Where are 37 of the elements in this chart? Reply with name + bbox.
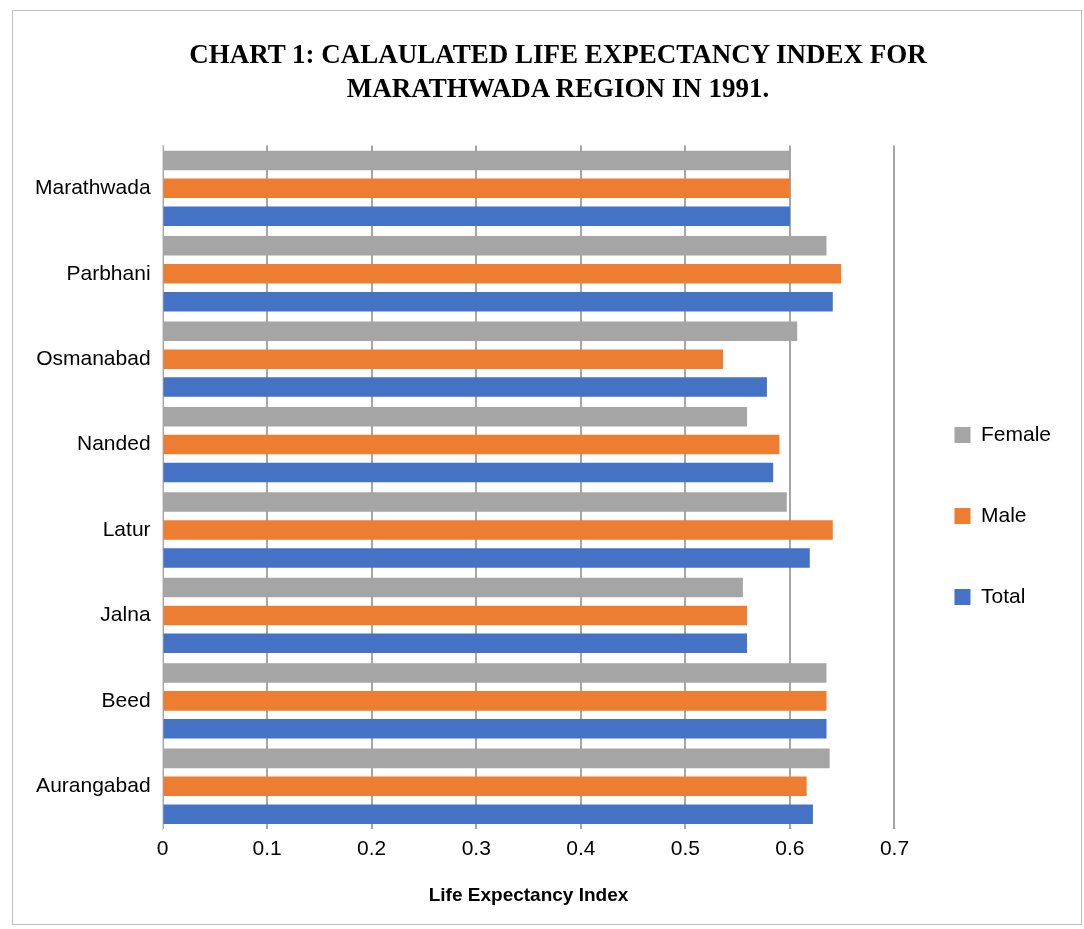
legend-label: Male	[980, 502, 1027, 526]
x-tick-label: 0.5	[670, 836, 700, 860]
x-tick-label: 0.7	[879, 836, 910, 860]
bar	[163, 377, 767, 397]
bar	[163, 178, 790, 199]
y-tick-label: Latur	[102, 516, 151, 540]
bar	[163, 206, 790, 226]
bar	[163, 349, 723, 369]
y-tick-label: Marathwada	[35, 175, 151, 199]
bar	[163, 719, 827, 739]
y-tick-label: Beed	[101, 687, 151, 711]
y-tick-label: Osmanabad	[36, 345, 151, 369]
x-tick-label: 0.4	[566, 836, 596, 860]
x-axis-title: Life Expectancy Index	[428, 883, 629, 905]
x-tick-label: 0.2	[357, 836, 387, 860]
bar	[163, 291, 833, 312]
y-tick-label: Parbhani	[66, 260, 151, 284]
x-tick-label: 0.1	[252, 836, 282, 860]
bar	[163, 691, 827, 711]
bar	[163, 776, 807, 797]
bar	[163, 462, 774, 483]
x-tick-label: 0.6	[775, 836, 805, 860]
y-tick-label: Aurangabad	[36, 773, 151, 797]
bar	[163, 548, 810, 568]
y-tick-label: Jalna	[100, 602, 151, 626]
bar	[163, 605, 748, 626]
bar	[163, 263, 842, 284]
bar	[163, 804, 813, 824]
x-tick-label: 0.3	[461, 836, 491, 860]
bar	[163, 633, 748, 654]
bar	[163, 434, 780, 455]
chart-title: CHART 1: CALAULATED LIFE EXPECTANCY INDEX FOR MARATHWADA REGION IN 1991.	[188, 38, 928, 105]
legend-label: Female	[980, 421, 1052, 445]
legend-label: Total	[980, 583, 1026, 607]
y-tick-label: Nanded	[77, 431, 151, 455]
bar	[163, 520, 833, 540]
x-tick-label: 0	[156, 836, 169, 860]
